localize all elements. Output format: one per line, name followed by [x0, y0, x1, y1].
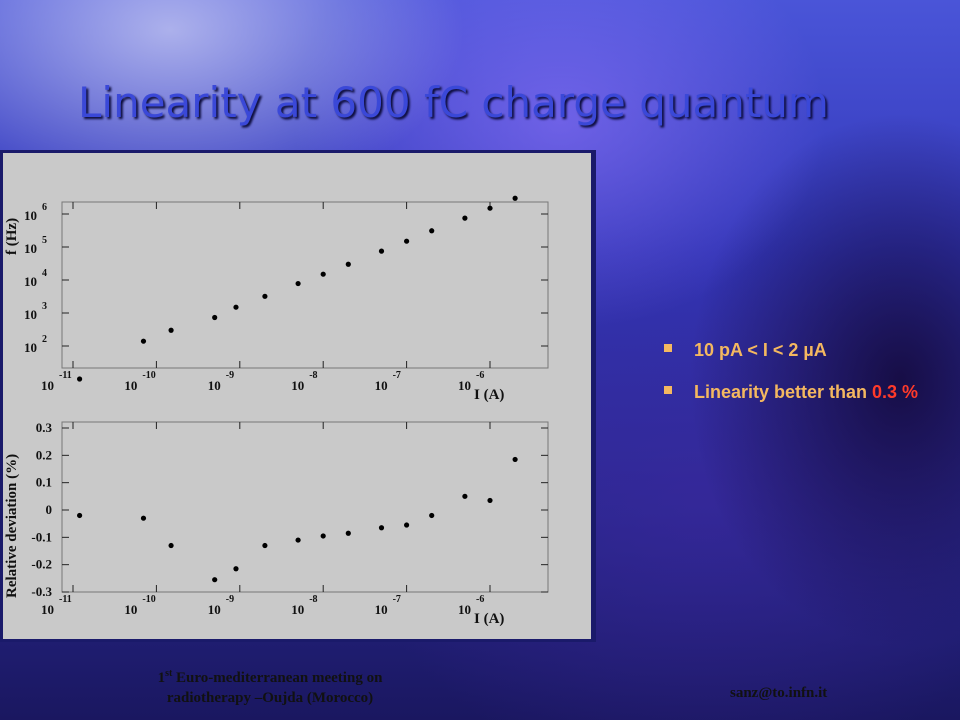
- x-tick-label-exponent: -11: [59, 594, 72, 605]
- data-point: [512, 195, 518, 201]
- data-point: [233, 304, 239, 310]
- footer-line2: radiotherapy –Oujda (Morocco): [166, 690, 374, 706]
- data-point: [462, 215, 468, 221]
- y-tick-label-exponent: 2: [42, 334, 47, 345]
- y-tick-label: 0.2: [36, 447, 52, 462]
- bullet-list: 10 pA < I < 2 µA Linearity better than 0…: [660, 338, 920, 422]
- data-point: [168, 542, 174, 549]
- data-point: [212, 577, 218, 583]
- data-point: [378, 525, 385, 531]
- data-point: [140, 338, 147, 344]
- x-tick-label-exponent: -6: [476, 370, 484, 381]
- x-tick-label-base: 10: [375, 378, 388, 393]
- x-tick-label-exponent: -11: [59, 370, 72, 381]
- y-tick-label: 0.1: [36, 475, 52, 490]
- x-tick-label-exponent: -10: [142, 370, 155, 381]
- data-point: [320, 533, 326, 539]
- slide-title: Linearity at 600 fC charge quantum: [78, 78, 829, 127]
- data-point: [429, 228, 435, 234]
- data-point: [295, 537, 301, 543]
- x-tick-label-base: 10: [291, 378, 304, 393]
- data-point: [77, 376, 83, 382]
- x-tick-label-exponent: -8: [309, 594, 317, 605]
- data-point: [429, 512, 435, 519]
- x-tick-label-base: 10: [124, 378, 137, 393]
- data-point: [140, 515, 147, 521]
- data-point: [345, 261, 351, 267]
- x-tick-label-base: 10: [375, 602, 388, 617]
- x-axis-label: I (A): [474, 387, 504, 403]
- x-tick-label-exponent: -7: [393, 370, 401, 381]
- data-point: [462, 493, 468, 499]
- data-point: [168, 327, 174, 333]
- data-point: [487, 205, 493, 211]
- y-tick-label: -0.1: [31, 529, 52, 544]
- bullet-highlight: 0.3 %: [872, 382, 919, 402]
- data-point: [212, 314, 218, 321]
- y-tick-label-base: 10: [24, 208, 37, 223]
- bullet-marker-icon: [664, 386, 672, 394]
- y-tick-label: -0.3: [31, 584, 52, 599]
- data-point: [404, 522, 410, 528]
- figure-panel: [3, 153, 591, 639]
- x-tick-label-base: 10: [41, 378, 54, 393]
- bullet-text: Linearity better than: [694, 382, 873, 402]
- footer-email: sanz@to.infn.it: [730, 685, 828, 701]
- footer-conference: 1st Euro-mediterranean meeting on radiot…: [100, 664, 440, 708]
- data-point: [262, 293, 268, 299]
- y-tick-label: 0.3: [36, 420, 53, 435]
- x-tick-label-base: 10: [291, 602, 304, 617]
- x-tick-label-exponent: -10: [142, 594, 155, 605]
- x-tick-label-exponent: -9: [226, 370, 234, 381]
- bullet-current-range: 10 pA < I < 2 µA: [660, 338, 920, 362]
- footer-line1: Euro-mediterranean meeting on: [172, 670, 383, 686]
- data-point: [233, 566, 239, 572]
- x-tick-label-base: 10: [458, 378, 471, 393]
- y-tick-label-base: 10: [24, 307, 37, 322]
- y-axis-label: Relative deviation (%): [4, 454, 20, 598]
- footer-ordinal: 1: [157, 670, 166, 686]
- footer-ordinal-suffix: st: [165, 668, 173, 679]
- y-tick-label-base: 10: [24, 241, 37, 256]
- bullet-marker-icon: [664, 344, 672, 352]
- x-tick-label-base: 10: [458, 602, 471, 617]
- data-point: [378, 248, 385, 254]
- data-point: [487, 497, 493, 504]
- y-tick-label-exponent: 5: [42, 235, 47, 246]
- y-tick-label-exponent: 3: [42, 301, 47, 312]
- x-tick-label-base: 10: [208, 378, 221, 393]
- x-tick-label-base: 10: [124, 602, 137, 617]
- data-point: [295, 280, 301, 287]
- plot-frame-2: [61, 421, 549, 593]
- y-tick-label-base: 10: [24, 340, 37, 355]
- data-point: [77, 512, 83, 519]
- data-point: [320, 271, 326, 277]
- data-point: [512, 456, 518, 463]
- data-point: [345, 530, 351, 536]
- x-tick-label-base: 10: [41, 602, 54, 617]
- y-tick-label-exponent: 6: [42, 202, 47, 213]
- x-tick-label-exponent: -8: [309, 370, 317, 381]
- plot-frame-1: [61, 201, 549, 369]
- data-point: [262, 542, 268, 549]
- bullet-text: 10 pA < I < 2 µA: [694, 340, 827, 360]
- x-tick-label-exponent: -6: [476, 594, 484, 605]
- y-tick-label-base: 10: [24, 274, 37, 289]
- y-tick-label: -0.2: [31, 557, 52, 572]
- x-axis-label: I (A): [474, 611, 504, 627]
- x-tick-label-base: 10: [208, 602, 221, 617]
- x-tick-label-exponent: -7: [393, 594, 401, 605]
- y-tick-label-exponent: 4: [42, 268, 47, 279]
- x-tick-label-exponent: -9: [226, 594, 234, 605]
- y-axis-label: f (Hz): [4, 218, 20, 255]
- y-tick-label: 0: [46, 502, 53, 517]
- data-point: [404, 238, 410, 244]
- bullet-linearity: Linearity better than 0.3 %: [660, 380, 920, 404]
